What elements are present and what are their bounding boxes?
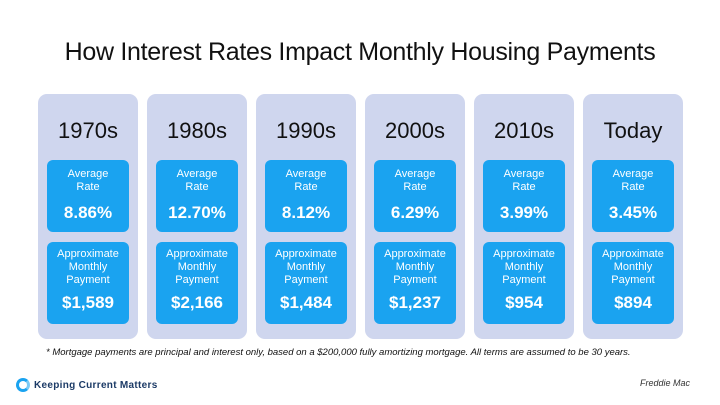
payment-box: Approximate Monthly Payment $1,484: [265, 242, 347, 324]
average-rate-box: Average Rate 6.29%: [374, 160, 456, 232]
rate-value: 3.99%: [499, 203, 549, 222]
decade-column: 1980s Average Rate 12.70% Approximate Mont…: [147, 94, 247, 339]
decade-column: 2000s Average Rate 6.29% Approximate Month…: [365, 94, 465, 339]
payment-value: $1,484: [280, 293, 332, 312]
rate-value: 8.86%: [63, 203, 113, 222]
decade-column: 1970s Average Rate 8.86% Approximate Month…: [38, 94, 138, 339]
payment-label: Approximate Monthly Payment: [384, 248, 446, 286]
decade-label: 2000s: [385, 118, 445, 143]
payment-label: Approximate Monthly Payment: [166, 248, 228, 286]
decade-label: 2010s: [494, 118, 554, 143]
payment-label: Approximate Monthly Payment: [493, 248, 555, 286]
payment-box: Approximate Monthly Payment $1,589: [47, 242, 129, 324]
footnote: * Mortgage payments are principal and in…: [46, 347, 631, 358]
rate-value: 3.45%: [608, 203, 658, 222]
average-rate-box: Average Rate 8.86%: [47, 160, 129, 232]
source-credit: Freddie Mac: [639, 378, 690, 388]
payment-box: Approximate Monthly Payment $954: [483, 242, 565, 324]
decade-label: 1990s: [276, 118, 336, 143]
decade-column: 2010s Average Rate 3.99% Approximate Month…: [474, 94, 574, 339]
payment-box: Approximate Monthly Payment $1,237: [374, 242, 456, 324]
rate-value: 6.29%: [390, 203, 440, 222]
rate-label: Average Rate: [67, 168, 109, 193]
payment-box: Approximate Monthly Payment $894: [592, 242, 674, 324]
decade-label: Today: [603, 118, 663, 143]
payment-value: $954: [505, 293, 543, 312]
payment-box: Approximate Monthly Payment $2,166: [156, 242, 238, 324]
rate-label: Average Rate: [394, 168, 436, 193]
rate-label: Average Rate: [612, 168, 654, 193]
brand-name: Keeping Current Matters: [34, 379, 158, 391]
payment-value: $1,237: [389, 293, 441, 312]
rate-value: 8.12%: [281, 203, 331, 222]
decade-label: 1980s: [167, 118, 227, 143]
rate-label: Average Rate: [285, 168, 327, 193]
average-rate-box: Average Rate 3.45%: [592, 160, 674, 232]
rate-value: 12.70%: [168, 203, 226, 222]
payment-label: Approximate Monthly Payment: [57, 248, 119, 286]
decade-column: 1990s Average Rate 8.12% Approximate Month…: [256, 94, 356, 339]
columns-container: 1970s Average Rate 8.86% Approximate Month…: [38, 94, 683, 339]
payment-value: $2,166: [171, 293, 223, 312]
rate-label: Average Rate: [176, 168, 218, 193]
decade-column: Today Average Rate 3.45% Approximate Month…: [583, 94, 683, 339]
brand-logo: Keeping Current Matters: [16, 378, 158, 392]
rate-label: Average Rate: [503, 168, 545, 193]
average-rate-box: Average Rate 3.99%: [483, 160, 565, 232]
payment-label: Approximate Monthly Payment: [602, 248, 664, 286]
logo-icon: [16, 378, 30, 392]
decade-label: 1970s: [58, 118, 118, 143]
payment-value: $894: [614, 293, 652, 312]
average-rate-box: Average Rate 8.12%: [265, 160, 347, 232]
average-rate-box: Average Rate 12.70%: [156, 160, 238, 232]
page-title: How Interest Rates Impact Monthly Housin…: [64, 38, 656, 66]
payment-value: $1,589: [62, 293, 114, 312]
payment-label: Approximate Monthly Payment: [275, 248, 337, 286]
